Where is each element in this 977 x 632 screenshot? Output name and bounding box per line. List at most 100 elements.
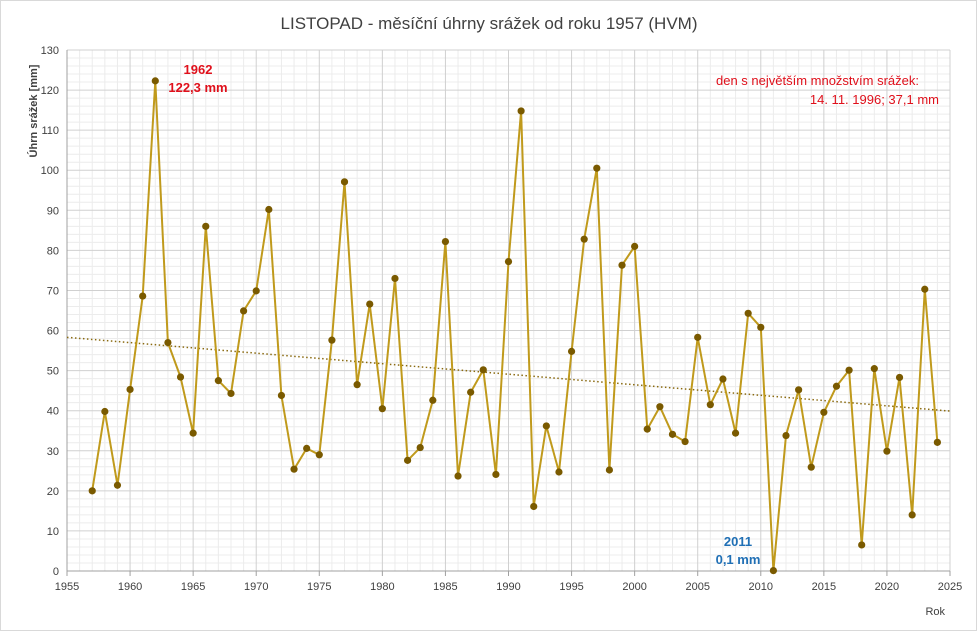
data-point xyxy=(605,466,614,474)
x-tick-label: 2025 xyxy=(938,581,962,593)
x-tick-label: 1980 xyxy=(370,581,394,593)
data-point xyxy=(164,338,172,347)
data-point xyxy=(656,403,664,411)
data-point xyxy=(820,408,828,416)
data-point xyxy=(189,429,197,437)
data-point xyxy=(227,389,235,398)
data-point xyxy=(391,274,399,283)
data-point xyxy=(252,287,260,295)
data-point xyxy=(744,309,752,317)
min-year-label: 2011 xyxy=(724,534,752,549)
data-point xyxy=(757,323,765,331)
x-tick-label: 2010 xyxy=(749,581,773,593)
x-tick-label: 1975 xyxy=(307,581,331,593)
data-point xyxy=(403,456,412,464)
y-tick-label: 0 xyxy=(53,566,59,578)
y-tick-label: 120 xyxy=(41,85,59,97)
data-point xyxy=(429,396,437,404)
x-tick-label: 1955 xyxy=(55,581,79,593)
y-tick-label: 40 xyxy=(47,406,59,418)
data-point xyxy=(113,481,122,489)
y-tick-label: 80 xyxy=(47,245,59,257)
data-point xyxy=(240,307,248,315)
data-point xyxy=(883,447,891,455)
y-tick-label: 130 xyxy=(41,45,59,57)
major-grid xyxy=(66,49,951,572)
data-point xyxy=(681,437,689,446)
data-point xyxy=(126,385,134,394)
x-tick-label: 1990 xyxy=(496,581,520,593)
data-point xyxy=(139,292,147,300)
data-point xyxy=(795,386,803,394)
data-point xyxy=(706,401,714,409)
data-point xyxy=(719,375,727,383)
y-tick-label: 30 xyxy=(47,446,59,458)
data-point xyxy=(845,366,853,374)
data-point xyxy=(668,430,677,438)
y-axis-title: Úhrn srážek [mm] xyxy=(27,64,40,157)
data-point xyxy=(88,487,96,495)
data-point xyxy=(769,566,778,575)
y-tick-label: 90 xyxy=(47,205,59,217)
data-point xyxy=(479,366,487,374)
data-point xyxy=(643,425,651,433)
chart-title: LISTOPAD - měsíční úhrny srážek od roku … xyxy=(281,14,698,33)
data-point xyxy=(328,336,336,344)
data-point xyxy=(151,77,159,85)
data-point xyxy=(832,382,841,390)
data-point xyxy=(265,205,273,214)
y-tick-label: 110 xyxy=(41,125,59,137)
data-point xyxy=(504,258,513,266)
data-point xyxy=(176,373,185,381)
data-point xyxy=(731,429,740,437)
data-point xyxy=(101,407,109,416)
data-point xyxy=(416,443,424,452)
x-tick-label: 1995 xyxy=(559,581,583,593)
y-tick-label: 60 xyxy=(47,326,59,338)
data-point xyxy=(858,541,866,549)
data-point xyxy=(353,381,361,389)
data-point xyxy=(555,468,563,476)
data-point xyxy=(542,422,550,430)
data-point xyxy=(631,242,639,250)
data-point xyxy=(277,391,286,400)
data-point xyxy=(202,222,210,230)
x-tick-label: 1960 xyxy=(118,581,142,593)
data-point xyxy=(908,511,916,519)
data-point xyxy=(895,373,904,382)
y-tick-label: 10 xyxy=(47,526,59,538)
data-point xyxy=(492,470,500,479)
tick-labels: 0 10 20 30 40 50 60 70 80 90 100 110 120 130 1955 1960 1… xyxy=(41,45,963,593)
data-point xyxy=(214,377,222,385)
data-point xyxy=(441,237,450,246)
data-point xyxy=(694,333,702,341)
data-point xyxy=(467,388,475,396)
data-point xyxy=(580,235,588,243)
y-tick-label: 100 xyxy=(41,165,59,177)
x-tick-label: 1970 xyxy=(244,581,268,593)
x-axis-title: Rok xyxy=(925,606,945,618)
y-tick-label: 70 xyxy=(47,285,59,297)
series-line xyxy=(91,79,939,572)
data-point xyxy=(378,405,386,413)
data-point xyxy=(933,438,941,446)
x-tick-label: 1965 xyxy=(181,581,205,593)
x-tick-label: 2005 xyxy=(685,581,709,593)
data-point xyxy=(530,502,538,511)
x-tick-label: 2000 xyxy=(622,581,646,593)
y-tick-label: 50 xyxy=(47,366,59,378)
axes xyxy=(66,50,951,576)
data-point xyxy=(340,178,349,186)
max-year-label: 1962 xyxy=(184,62,213,77)
max-day-note-line2: 14. 11. 1996; 37,1 mm xyxy=(810,92,939,107)
data-point xyxy=(303,444,311,452)
x-tick-label: 2020 xyxy=(875,581,899,593)
data-point xyxy=(921,285,929,293)
max-value-label: 122,3 mm xyxy=(168,80,227,95)
y-tick-label: 20 xyxy=(47,486,59,498)
data-point xyxy=(807,463,815,471)
min-value-label: 0,1 mm xyxy=(716,552,761,567)
data-point xyxy=(454,472,462,480)
